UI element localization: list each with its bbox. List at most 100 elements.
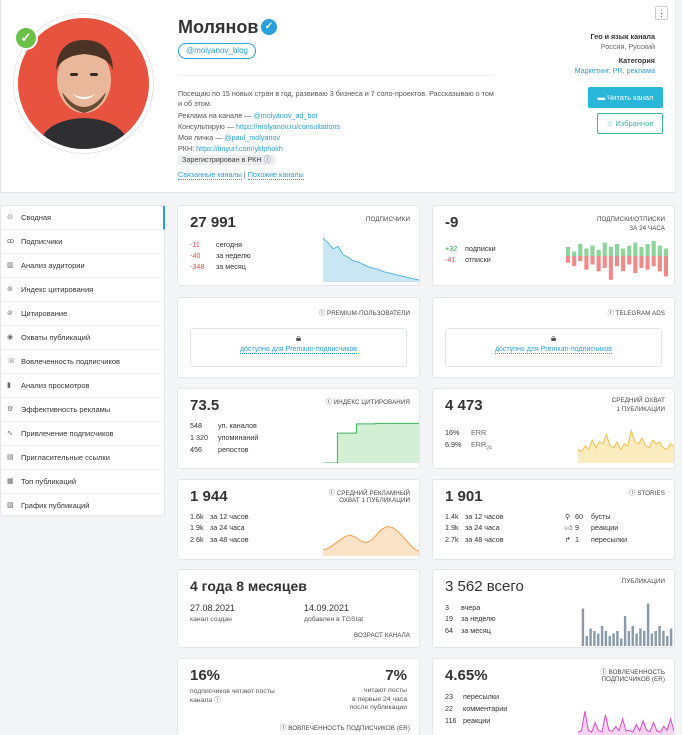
err-row: 16% ERR bbox=[445, 428, 487, 437]
sidebar-item-label: Цитирование bbox=[21, 309, 68, 318]
chart-bar-unsubs bbox=[614, 256, 620, 267]
channel-age-label: возраст канала bbox=[354, 632, 410, 639]
chart-bar bbox=[662, 631, 665, 646]
sidebar-item[interactable]: ⊘ Цитирование bbox=[1, 302, 165, 326]
similar-channels-link[interactable]: Похожие каналы bbox=[247, 170, 304, 180]
stories-card[interactable]: 1 901 ⓘ stories 1.4k за 12 часов 1.9k за 2… bbox=[432, 479, 675, 560]
sidebar-item-icon: ⚙ bbox=[7, 406, 14, 413]
sidebar-item-label: Анализ просмотров bbox=[21, 381, 90, 390]
posts-value: 3 562 всего bbox=[445, 578, 524, 595]
sidebar-item[interactable]: ◉ Охваты публикаций bbox=[1, 326, 165, 350]
stories-label: ⓘ stories bbox=[629, 490, 665, 497]
chart-bar-unsubs bbox=[657, 256, 662, 272]
category-value[interactable]: Маркетинг, PR, реклама bbox=[574, 66, 655, 75]
er-card[interactable]: 4.65% ⓘ вовлеченность подписчиков (ER) 2… bbox=[432, 658, 675, 735]
chart-bar-subs bbox=[584, 248, 589, 256]
info-icon: ⓘ bbox=[607, 310, 614, 317]
sidebar-item[interactable]: ▦ Топ публикаций bbox=[1, 470, 165, 494]
premium-access-link[interactable]: доступно для Premium-подписчиков bbox=[239, 346, 358, 354]
sidebar-item-icon: ⊙ bbox=[7, 214, 13, 221]
read-channel-button[interactable]: ▬ Читать канал bbox=[588, 87, 663, 108]
lock-icon: 🔒︎ bbox=[295, 333, 302, 344]
chart-bar bbox=[643, 631, 646, 646]
sidebar-item[interactable]: ▧ График публикаций bbox=[1, 494, 165, 518]
description-line-2: и об этом. bbox=[178, 99, 212, 108]
sidebar-item[interactable]: ▥ Анализ аудитории bbox=[1, 254, 165, 278]
personal-link[interactable]: @paul_molyanov bbox=[224, 133, 281, 142]
sidebar-item[interactable]: ⊚ Индекс цитирования bbox=[1, 278, 165, 302]
tgads-lock-box: 🔒︎ доступно для Premium-подписчиков bbox=[445, 328, 662, 367]
sidebar-item[interactable]: ▮ Анализ просмотров bbox=[1, 374, 165, 398]
subscribers-card[interactable]: 27 991 подписчики -11 сегодня -40 за недел… bbox=[177, 205, 420, 286]
sidebar-item[interactable]: ⚙ Эффективность рекламы bbox=[1, 398, 165, 422]
chart-bar-unsubs bbox=[566, 256, 571, 263]
chart-bar bbox=[608, 636, 611, 646]
stories-value: 1 901 bbox=[445, 488, 483, 505]
sidebar-item-icon: ⊘ bbox=[7, 310, 13, 317]
consult-link[interactable]: https://molyanov.ru/consultations bbox=[235, 122, 341, 131]
chart-bar-subs bbox=[651, 241, 656, 256]
verified-check-icon: ✓ bbox=[14, 26, 38, 50]
info-icon: ⓘ bbox=[280, 725, 287, 732]
chart-line bbox=[323, 237, 419, 281]
premium-users-label: ⓘ Premium-пользователи bbox=[318, 310, 410, 317]
sidebar-item-label: Топ публикаций bbox=[21, 477, 77, 486]
subs-unsubs-card[interactable]: -9 подписки/отписки за 24 часа +32 подпис… bbox=[432, 205, 675, 286]
sidebar-item[interactable]: ▤ Пригласительные ссылки bbox=[1, 446, 165, 470]
chart-bar-subs bbox=[627, 245, 632, 256]
ads-label: Реклама на канале — bbox=[178, 111, 254, 120]
chart-bar bbox=[635, 633, 638, 646]
subscribers-chart bbox=[323, 237, 419, 282]
chart-bar bbox=[616, 631, 619, 646]
ads-link[interactable]: @molyanov_ad_bot bbox=[253, 111, 318, 120]
sidebar-item[interactable]: ∿ Привлечение подписчиков bbox=[1, 422, 165, 446]
linked-channels-link[interactable]: Связанные каналы bbox=[178, 170, 242, 180]
sidebar-item[interactable]: ⊙ Сводная bbox=[1, 206, 165, 230]
chart-bar-subs bbox=[608, 247, 613, 256]
average-reach-chart bbox=[578, 428, 674, 463]
telegram-ads-card[interactable]: ⓘ Telegram Ads 🔒︎ доступно для Premium-п… bbox=[432, 297, 675, 378]
lock-icon: 🔒︎ bbox=[550, 333, 557, 344]
sidebar: ⊙ Сводная ꝏ Подписчики ▥ Анализ аудитории ⊚ Инд… bbox=[0, 205, 165, 518]
username-button[interactable]: @molyanov_blog bbox=[178, 43, 256, 59]
rkn-link[interactable]: https://tinyurl.com/yklphokh bbox=[196, 144, 283, 153]
more-menu-button[interactable]: ⋮ bbox=[655, 6, 668, 20]
channel-age-card[interactable]: 4 года 8 месяцев 27.08.2021 канал создан… bbox=[177, 569, 420, 648]
chart-bar bbox=[604, 631, 608, 646]
sidebar-item-label: Вовлеченность подписчиков bbox=[21, 357, 120, 366]
tgads-access-link[interactable]: доступно для Premium-подписчиков bbox=[494, 346, 613, 354]
premium-users-card[interactable]: ⓘ Premium-пользователи 🔒︎ доступно для P… bbox=[177, 297, 420, 378]
channel-name: Молянов bbox=[178, 17, 259, 37]
sidebar-item-icon: ◉ bbox=[7, 334, 14, 341]
chart-bar-subs bbox=[578, 244, 583, 256]
average-reach-card[interactable]: 4 473 средний охват 1 публикации 16% ERR … bbox=[432, 388, 675, 469]
info-icon: ⓘ bbox=[328, 490, 335, 497]
chart-bar-unsubs bbox=[645, 256, 650, 270]
sidebar-item-label: Пригласительные ссылки bbox=[21, 453, 110, 462]
average-reach-value: 4 473 bbox=[445, 397, 483, 414]
citation-index-card[interactable]: 73.5 ⓘ индекс цитирования 548 уп. каналов… bbox=[177, 388, 420, 469]
average-reach-label: средний охват bbox=[611, 397, 665, 404]
ad-reach-card[interactable]: 1 944 ⓘ средний рекламный охват 1 публик… bbox=[177, 479, 420, 560]
engagement-card[interactable]: 16% подписчиков читают посты канала ⓘ 7%… bbox=[177, 658, 420, 735]
sidebar-item[interactable]: ☏ Вовлеченность подписчиков bbox=[1, 350, 165, 374]
chart-bar-subs bbox=[590, 245, 595, 256]
posts-week-row: 19 за неделю bbox=[445, 614, 496, 623]
sidebar-item-label: Эффективность рекламы bbox=[21, 405, 111, 414]
sidebar-item[interactable]: ꝏ Подписчики bbox=[1, 230, 165, 254]
er-chart bbox=[578, 711, 674, 735]
first-day-readers-label: читают посты в первые 24 часа после публик… bbox=[349, 687, 407, 711]
chart-bar-subs bbox=[566, 247, 571, 256]
chart-bar-unsubs bbox=[602, 256, 607, 268]
chart-bar-subs bbox=[572, 251, 577, 256]
posts-card[interactable]: 3 562 всего публикации 3 вчера 19 за недел… bbox=[432, 569, 675, 648]
citation-index-chart bbox=[323, 422, 419, 463]
chart-bar-unsubs bbox=[633, 256, 638, 273]
sidebar-item-icon: ☏ bbox=[7, 358, 16, 365]
chart-bar bbox=[585, 636, 588, 646]
sidebar-item-icon: ▤ bbox=[7, 454, 14, 461]
favorite-button[interactable]: ☆ Избранное bbox=[597, 113, 663, 134]
chart-bar bbox=[646, 603, 650, 646]
chart-bar bbox=[627, 631, 631, 646]
sidebar-item-label: Привлечение подписчиков bbox=[21, 429, 114, 438]
